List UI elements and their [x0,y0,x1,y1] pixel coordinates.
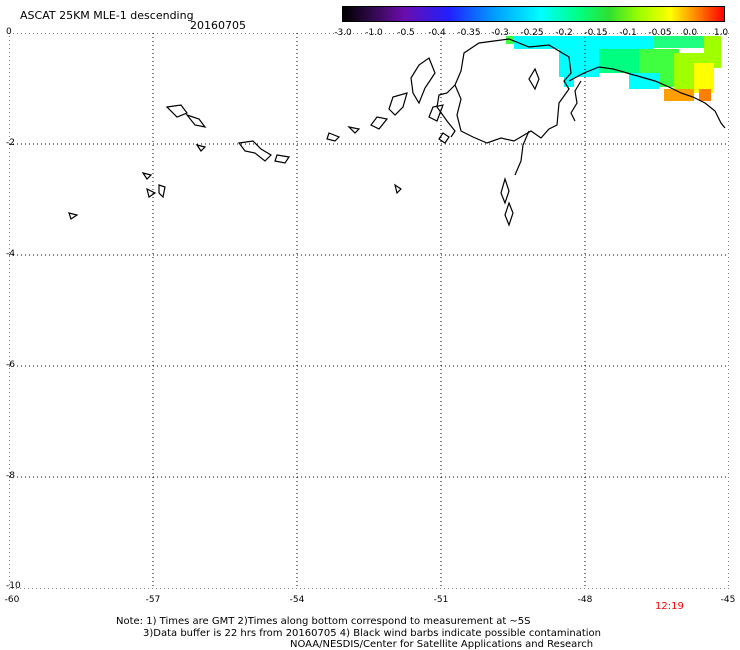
colorbar-label: -0.2 [555,28,573,38]
lon-label: -51 [433,595,449,605]
lon-label: -54 [289,595,305,605]
lat-label: -2 [6,138,15,148]
coastline [68,38,726,227]
lon-label: -60 [4,595,20,605]
lat-label: -6 [6,360,15,370]
colorbar-label: -0.15 [584,28,608,38]
colorbar-label: -0.05 [648,28,672,38]
wind-data-swath [506,36,721,101]
colorbar-label: -1.0 [365,28,383,38]
colorbar-label: -0.5 [397,28,415,38]
lat-label: 0 [6,27,12,37]
product-title: ASCAT 25KM MLE-1 descending [20,9,194,22]
time-label: 12:19 [655,601,684,612]
graticule [9,33,729,589]
lon-label: -48 [577,595,593,605]
map-panel [9,33,729,589]
colorbar-label: -0.25 [520,28,544,38]
lat-label: -8 [6,471,15,481]
note-line-1: Note: 1) Times are GMT 2)Times along bot… [116,616,531,627]
lat-label: -4 [6,249,15,259]
lon-label: -45 [720,595,736,605]
colorbar-label: -0.3 [491,28,509,38]
colorbar-label: -0.1 [619,28,637,38]
colorbar-label: -3.0 [334,28,352,38]
colorbar [342,6,725,22]
product-date: 20160705 [190,19,246,32]
note-line-3: NOAA/NESDIS/Center for Satellite Applica… [290,639,594,650]
note-line-2: 3)Data buffer is 22 hrs from 20160705 4)… [143,628,601,639]
lat-label: -10 [6,581,21,591]
lon-label: -57 [145,595,161,605]
